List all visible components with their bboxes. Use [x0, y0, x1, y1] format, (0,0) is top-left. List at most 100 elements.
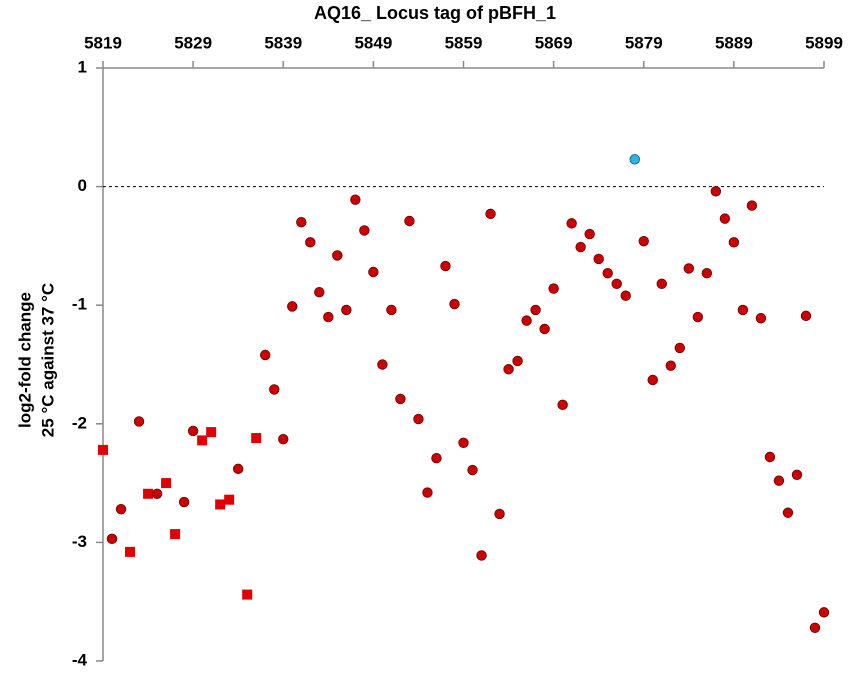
- point: [251, 433, 262, 444]
- point: [593, 253, 604, 265]
- point: [602, 267, 613, 279]
- x-tick-label: 5819: [84, 33, 122, 52]
- point: [800, 310, 812, 322]
- point: [143, 488, 154, 499]
- point: [782, 507, 794, 518]
- point: [242, 589, 253, 600]
- x-tick-label: 5889: [715, 33, 753, 52]
- point: [305, 237, 316, 248]
- point: [728, 237, 740, 248]
- point: [377, 359, 388, 370]
- point: [260, 349, 271, 361]
- point: [773, 475, 785, 486]
- x-tick-label: 5849: [354, 33, 392, 52]
- point: [332, 250, 343, 261]
- x-tick-label: 5899: [805, 33, 843, 52]
- y-axis-label: 25 °C against 37 °C: [38, 283, 57, 437]
- x-tick-label: 5829: [174, 33, 212, 52]
- point: [341, 304, 352, 316]
- point: [232, 463, 244, 475]
- point: [467, 464, 478, 476]
- point: [449, 298, 460, 310]
- y-tick-label: -3: [72, 532, 87, 551]
- point: [647, 374, 658, 386]
- point: [287, 301, 298, 312]
- y-tick-label: 0: [78, 176, 87, 195]
- point: [674, 342, 686, 354]
- point: [809, 622, 821, 633]
- x-tick-label: 5869: [535, 33, 573, 52]
- x-tick-label: 5839: [264, 33, 302, 52]
- y-axis-label: log2-fold change: [15, 292, 34, 428]
- x-tick-label: 5859: [445, 33, 483, 52]
- point: [584, 228, 595, 240]
- y-tick-label: -2: [72, 413, 87, 432]
- point: [476, 550, 487, 561]
- point: [350, 194, 361, 205]
- point: [458, 437, 469, 448]
- point: [737, 304, 749, 316]
- point: [278, 434, 289, 445]
- point: [115, 503, 127, 515]
- point: [746, 200, 758, 211]
- point: [611, 278, 622, 290]
- point: [683, 263, 695, 274]
- point: [224, 494, 235, 505]
- point: [187, 425, 199, 437]
- point: [125, 546, 136, 557]
- point: [151, 488, 163, 499]
- point: [133, 416, 145, 427]
- point: [323, 311, 334, 323]
- point: [359, 225, 370, 236]
- point: [566, 218, 577, 229]
- point: [178, 496, 190, 508]
- point: [710, 186, 722, 197]
- point: [170, 529, 181, 540]
- point: [485, 208, 496, 220]
- point: [404, 215, 415, 227]
- point: [269, 384, 280, 395]
- point: [440, 260, 451, 272]
- point: [764, 451, 776, 463]
- point: [494, 508, 505, 520]
- point: [755, 313, 767, 324]
- point: [314, 286, 325, 298]
- point: [620, 290, 631, 301]
- point: [791, 469, 803, 480]
- point: [692, 311, 704, 323]
- point: [395, 393, 406, 405]
- point: [422, 487, 433, 498]
- point: [818, 607, 830, 618]
- point: [503, 364, 514, 375]
- point: [296, 216, 307, 228]
- point: [161, 478, 172, 489]
- point: [539, 323, 550, 335]
- y-tick-label: 1: [78, 57, 87, 76]
- point: [413, 413, 424, 425]
- point: [656, 278, 667, 290]
- y-tick-label: -1: [72, 295, 87, 314]
- point: [530, 304, 541, 316]
- point: [197, 435, 208, 446]
- point: [521, 315, 532, 326]
- point: [719, 213, 731, 224]
- point: [98, 444, 108, 455]
- chart-title: AQ16_ Locus tag of pBFH_1: [314, 3, 556, 23]
- point: [575, 241, 586, 253]
- y-tick-label: -4: [72, 650, 88, 669]
- point: [106, 533, 118, 545]
- point: [665, 360, 676, 371]
- point: [557, 399, 568, 411]
- point: [638, 235, 649, 247]
- point: [548, 283, 559, 294]
- point: [206, 427, 217, 438]
- x-tick-label: 5879: [625, 33, 663, 52]
- point: [512, 355, 523, 367]
- point: [629, 154, 640, 165]
- point: [431, 452, 442, 464]
- point: [701, 267, 713, 279]
- point: [386, 304, 397, 316]
- point: [368, 266, 379, 278]
